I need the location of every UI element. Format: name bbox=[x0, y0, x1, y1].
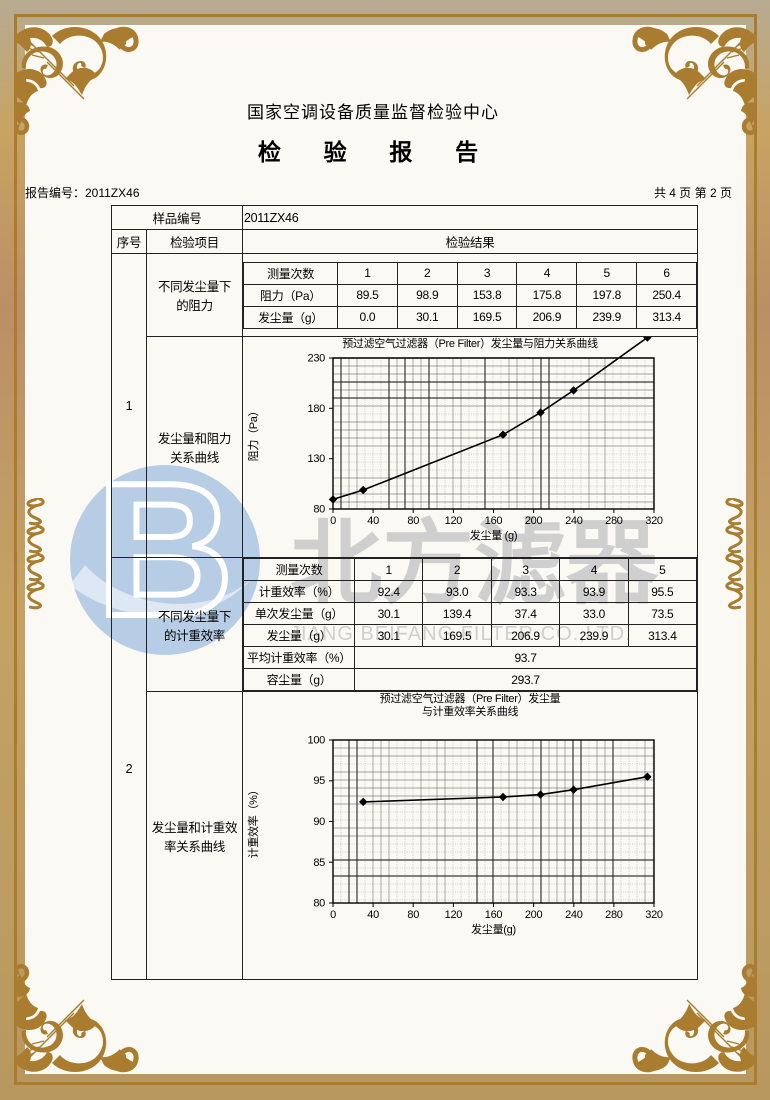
svg-text:发尘量 (g): 发尘量 (g) bbox=[470, 528, 517, 542]
svg-text:80: 80 bbox=[313, 504, 325, 516]
svg-text:90: 90 bbox=[313, 816, 325, 828]
svg-text:160: 160 bbox=[485, 909, 503, 921]
svg-text:80: 80 bbox=[407, 515, 419, 527]
svg-text:85: 85 bbox=[313, 857, 325, 869]
svg-text:80: 80 bbox=[407, 909, 419, 921]
svg-text:130: 130 bbox=[308, 453, 326, 465]
svg-text:预过滤空气过滤器（Pre Filter）发尘量: 预过滤空气过滤器（Pre Filter）发尘量 bbox=[380, 692, 561, 705]
svg-text:200: 200 bbox=[525, 515, 543, 527]
svg-text:40: 40 bbox=[367, 515, 379, 527]
svg-text:40: 40 bbox=[367, 909, 379, 921]
svg-text:120: 120 bbox=[445, 515, 463, 527]
svg-text:80: 80 bbox=[313, 898, 325, 910]
svg-text:与计重效率关系曲线: 与计重效率关系曲线 bbox=[422, 704, 519, 718]
svg-text:120: 120 bbox=[445, 909, 463, 921]
svg-text:200: 200 bbox=[525, 909, 543, 921]
svg-text:阻力（Pa）: 阻力（Pa） bbox=[247, 406, 260, 462]
svg-text:320: 320 bbox=[645, 909, 663, 921]
svg-text:预过滤空气过滤器（Pre Filter）发尘量与阻力关系曲线: 预过滤空气过滤器（Pre Filter）发尘量与阻力关系曲线 bbox=[342, 337, 598, 350]
svg-text:240: 240 bbox=[565, 515, 583, 527]
svg-text:100: 100 bbox=[308, 735, 326, 747]
svg-text:320: 320 bbox=[645, 515, 663, 527]
svg-text:240: 240 bbox=[565, 909, 583, 921]
svg-text:180: 180 bbox=[308, 403, 326, 415]
svg-text:0: 0 bbox=[330, 515, 336, 527]
svg-text:95: 95 bbox=[313, 775, 325, 787]
svg-text:计重效率（%）: 计重效率（%） bbox=[246, 785, 260, 859]
svg-text:280: 280 bbox=[605, 909, 623, 921]
svg-text:280: 280 bbox=[605, 515, 623, 527]
svg-text:发尘量(g): 发尘量(g) bbox=[471, 922, 516, 936]
svg-text:160: 160 bbox=[485, 515, 503, 527]
svg-text:230: 230 bbox=[308, 353, 326, 365]
svg-text:0: 0 bbox=[330, 909, 336, 921]
